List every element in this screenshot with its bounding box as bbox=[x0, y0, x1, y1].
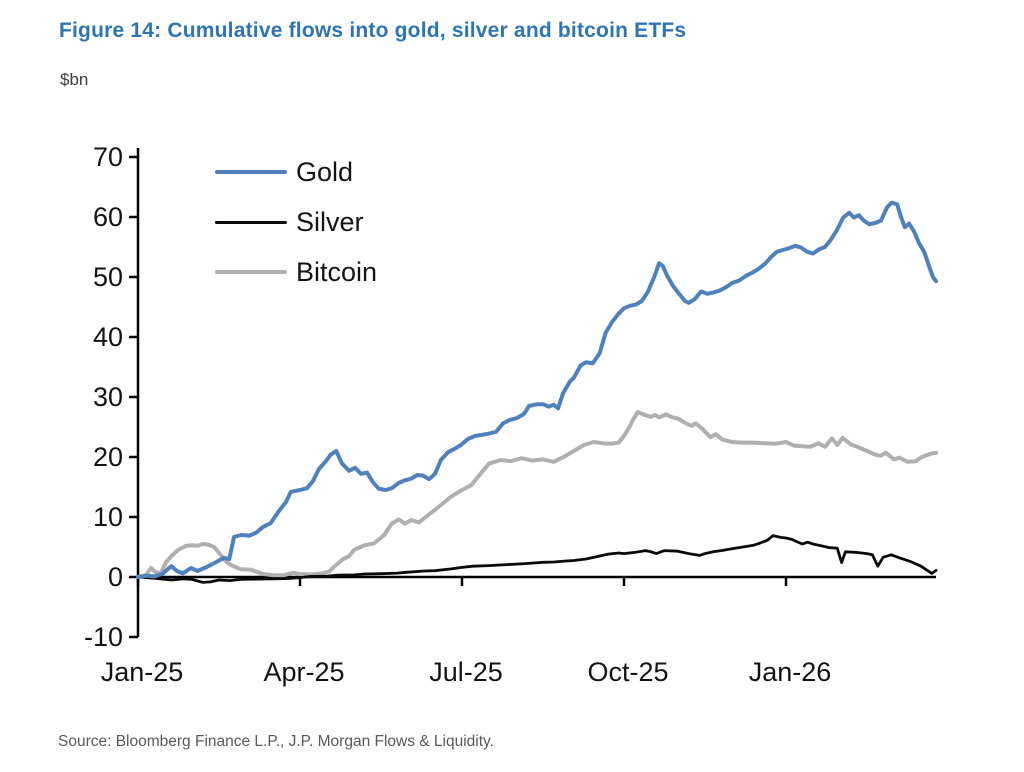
bitcoin-legend-swatch bbox=[215, 270, 287, 274]
y-tick-label: 70 bbox=[93, 142, 123, 172]
y-tick-label: -10 bbox=[84, 622, 123, 652]
y-tick-label: 40 bbox=[93, 322, 123, 352]
silver-line-series bbox=[136, 534, 938, 584]
y-tick-label: 60 bbox=[93, 202, 123, 232]
x-tick-label: Jan-26 bbox=[749, 657, 832, 687]
y-tick-label: 30 bbox=[93, 382, 123, 412]
y-tick-label: 20 bbox=[93, 442, 123, 472]
legend-item-silver: Silver bbox=[215, 197, 377, 247]
source-note: Source: Bloomberg Finance L.P., J.P. Mor… bbox=[58, 733, 494, 750]
units-label: $bn bbox=[60, 70, 89, 89]
x-tick-label: Jul-25 bbox=[429, 657, 503, 687]
x-tick-label: Jan-25 bbox=[101, 657, 184, 687]
y-tick-label: 10 bbox=[93, 502, 123, 532]
x-tick-label: Apr-25 bbox=[263, 657, 344, 687]
y-tick-label: 50 bbox=[93, 262, 123, 292]
silver-legend-label: Silver bbox=[296, 206, 364, 237]
gold-line-series bbox=[136, 200, 939, 579]
gold-legend-swatch bbox=[215, 170, 287, 174]
legend-item-bitcoin: Bitcoin bbox=[215, 247, 377, 297]
gold-legend-label: Gold bbox=[296, 156, 354, 187]
figure-title: Figure 14: Cumulative flows into gold, s… bbox=[59, 19, 687, 42]
chart-legend: Gold Silver Bitcoin bbox=[215, 147, 377, 297]
bitcoin-legend-label: Bitcoin bbox=[296, 256, 378, 287]
silver-legend-swatch bbox=[215, 220, 287, 224]
bitcoin-line-series bbox=[136, 410, 939, 579]
x-tick-label: Oct-25 bbox=[587, 657, 668, 687]
y-tick-label: 0 bbox=[108, 562, 123, 592]
legend-item-gold: Gold bbox=[215, 147, 377, 197]
